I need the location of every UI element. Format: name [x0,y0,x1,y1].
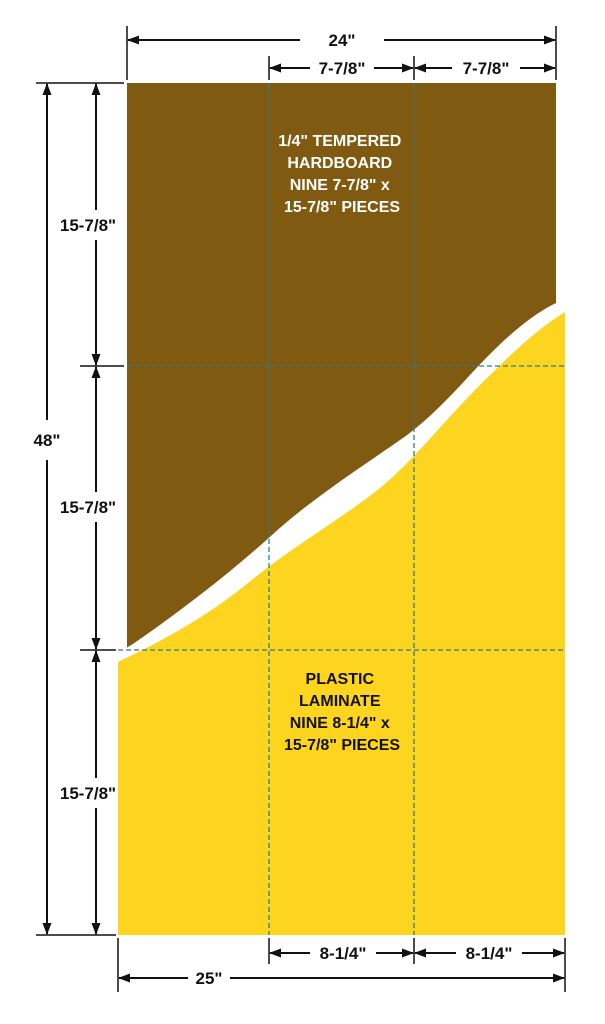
left-row-1-dimension-label: 15-7/8" [60,216,116,235]
left-row-3-dimension-label: 15-7/8" [60,784,116,803]
hardboard-label-line: 1/4" TEMPERED [278,133,401,150]
laminate-label: PLASTIC LAMINATE NINE 8-1/4" x 15-7/8" P… [284,671,400,754]
plastic-laminate-sheet [118,312,565,935]
hardboard-label-line: HARDBOARD [287,155,392,172]
bottom-piece-1-dimension-label: 8-1/4" [320,944,367,963]
hardboard-label-line: NINE 7-7/8" x [290,177,390,194]
laminate-label-line: NINE 8-1/4" x [290,715,390,732]
top-overall-dimension-label: 24" [329,31,356,50]
bottom-overall-dimension-label: 25" [196,969,223,988]
laminate-label-line: PLASTIC [306,671,375,688]
bottom-dimensions: 8-1/4" 8-1/4" 25" [117,938,566,992]
cut-lines [118,83,565,935]
left-row-2-dimension-label: 15-7/8" [60,498,116,517]
tempered-hardboard-sheet [127,83,556,648]
top-dimensions: 24" 7-7/8" 7-7/8" [126,26,557,80]
left-overall-dimension-label: 48" [34,431,61,450]
top-piece-2-dimension-label: 7-7/8" [463,59,510,78]
top-piece-1-dimension-label: 7-7/8" [319,59,366,78]
laminate-label-line: 15-7/8" PIECES [284,737,400,754]
tear-line-gap [118,302,565,659]
hardboard-label-line: 15-7/8" PIECES [284,199,400,216]
left-dimensions: 48" 15-7/8" 15-7/8" 15-7/8" [34,82,124,936]
laminate-label-line: LAMINATE [299,693,381,710]
bottom-piece-2-dimension-label: 8-1/4" [466,944,513,963]
hardboard-label: 1/4" TEMPERED HARDBOARD NINE 7-7/8" x 15… [278,133,406,216]
